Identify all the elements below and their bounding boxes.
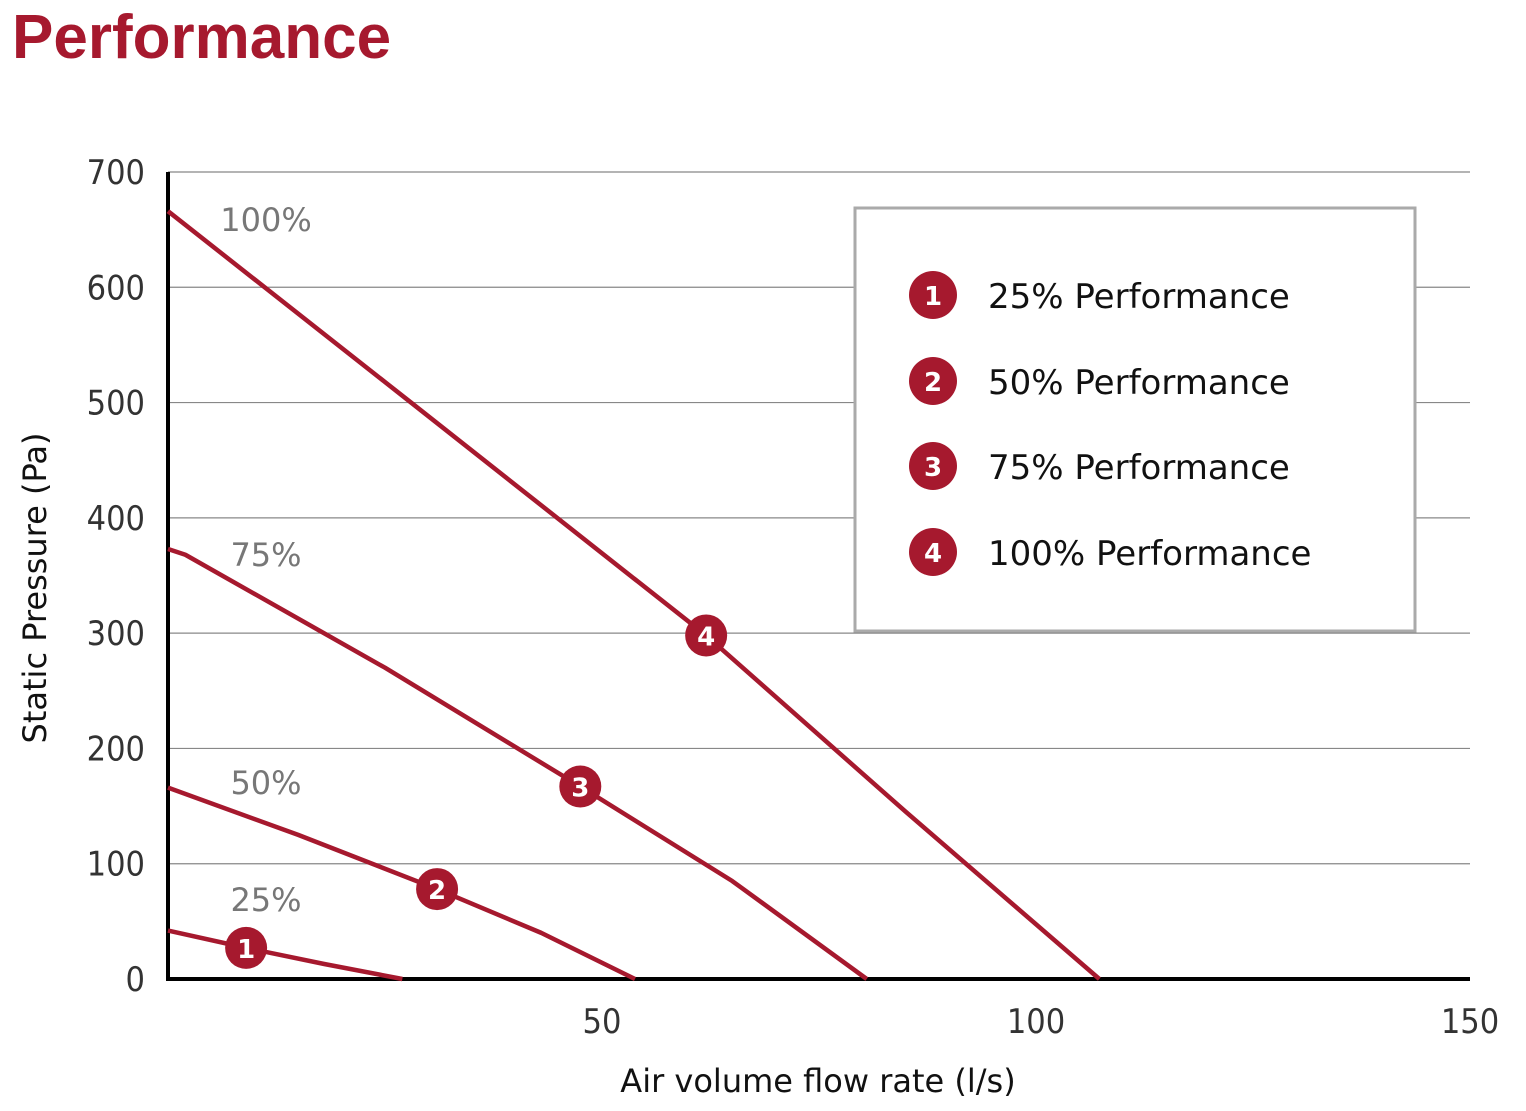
y-tick-label: 500	[87, 384, 145, 424]
series-marker-4	[685, 614, 728, 657]
legend-marker-number: 3	[924, 453, 942, 483]
y-tick-label: 400	[87, 499, 145, 539]
series-marker-number: 4	[697, 622, 715, 652]
series-marker-1	[225, 926, 268, 969]
y-tick-label: 700	[87, 153, 145, 193]
legend-marker-number: 1	[924, 282, 942, 312]
series-marker-3	[559, 765, 602, 808]
y-tick-label: 100	[87, 845, 145, 885]
legend-entry: 75% Performance	[988, 448, 1290, 488]
series-line-75%	[167, 546, 869, 981]
legend-entry: 50% Performance	[988, 363, 1290, 403]
series-marker-number: 3	[571, 773, 589, 803]
page-title: Performance	[12, 3, 392, 72]
legend-marker-number: 2	[924, 368, 942, 398]
curve-label: 50%	[230, 764, 301, 802]
y-axis-label: Static Pressure (Pa)	[16, 433, 54, 744]
series-marker-number: 2	[428, 876, 446, 906]
legend-marker-3	[909, 442, 957, 490]
x-tick-label: 50	[583, 1002, 622, 1042]
y-tick-label: 300	[87, 614, 145, 654]
series-line-25%	[167, 928, 403, 982]
legend-entry: 25% Performance	[988, 277, 1290, 317]
y-tick-label: 600	[87, 268, 145, 308]
x-tick-label: 150	[1441, 1002, 1499, 1042]
series-marker-number: 1	[237, 935, 255, 965]
y-tick-label: 200	[87, 729, 145, 769]
legend-entry: 100% Performance	[988, 534, 1311, 574]
x-axis-label: Air volume flow rate (l/s)	[620, 1062, 1015, 1100]
series-marker-2	[416, 868, 459, 911]
curve-label: 75%	[230, 536, 301, 574]
x-tick-label: 100	[1007, 1002, 1065, 1042]
legend-marker-1	[909, 271, 957, 319]
y-tick-label: 0	[126, 960, 145, 1000]
legend-marker-2	[909, 357, 957, 405]
legend-marker-4	[909, 528, 957, 576]
curve-label: 100%	[220, 201, 311, 239]
legend-marker-number: 4	[924, 539, 942, 569]
curve-label: 25%	[230, 881, 301, 919]
